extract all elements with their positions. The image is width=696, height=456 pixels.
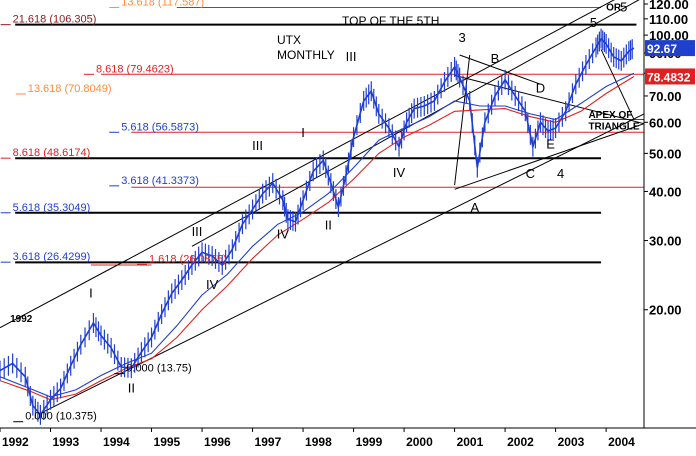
chart-note: 1992: [10, 314, 33, 325]
wave-label: C: [526, 166, 535, 181]
trendline: [0, 0, 615, 329]
x-tick-label: 1996: [204, 435, 231, 449]
y-tick-label: 50.00: [649, 146, 682, 161]
last-average-badge-label: 78.4832: [647, 70, 691, 84]
horizontal-lines-layer: [15, 6, 644, 266]
x-tick-label: 1992: [2, 435, 29, 449]
trendline: [454, 123, 645, 190]
wave-label: III: [252, 138, 263, 153]
trendline: [459, 54, 541, 85]
series-line-average-blue: [0, 72, 635, 398]
y-tick-label: 20.00: [649, 303, 682, 318]
fib-level-label: 5.618 (35.3049): [13, 202, 91, 214]
wave-label: B: [491, 51, 500, 66]
trendline: [40, 113, 645, 414]
chart-note: OR: [606, 3, 622, 14]
x-tick-label: 1993: [53, 435, 80, 449]
wave-label: IV: [277, 226, 290, 241]
wave-label: A: [470, 200, 479, 215]
y-tick-label: 60.00: [649, 115, 682, 130]
series-line-average-red: [0, 76, 635, 401]
y-tick-label: 70.00: [649, 89, 682, 104]
chart-note: APEX OF: [588, 110, 632, 121]
x-tick-label: 1994: [103, 435, 130, 449]
y-tick-label: 30.00: [649, 234, 682, 249]
x-tick-label: 1999: [356, 435, 383, 449]
wave-label: 5: [620, 0, 627, 14]
wave-label: 5: [590, 15, 597, 30]
x-tick-label: 1995: [154, 435, 181, 449]
wave-label: II: [128, 381, 135, 396]
x-tick-label: 2001: [457, 435, 484, 449]
fib-level-label: 3.618 (41.3373): [121, 175, 199, 187]
wave-label: I: [89, 285, 93, 300]
y-tick-label: 40.00: [649, 184, 682, 199]
wave-label: E: [546, 136, 555, 151]
y-tick-label: 100.00: [649, 28, 689, 43]
last-average-badge: [645, 68, 695, 85]
x-tick-label: 2003: [558, 435, 585, 449]
fib-level-label: 13.618 (70.8049): [28, 83, 112, 95]
fib-level-label: 8.618 (79.4623): [96, 63, 174, 75]
fib-level-label: 13.618 (117.587): [121, 0, 204, 8]
chart-headline: TOP OF THE 5TH: [342, 14, 439, 28]
y-tick-label: 110.00: [649, 12, 688, 27]
series-layer: [0, 28, 635, 425]
last-price-badge-label: 92.67: [647, 42, 677, 56]
x-tick-label: 2002: [507, 435, 534, 449]
trendline: [454, 54, 471, 186]
fib-level-label: 1.618 (26.0875): [149, 253, 227, 265]
wave-label: 3: [459, 30, 466, 45]
fib-level-label: 21.618 (106.305): [13, 14, 97, 26]
last-price-badge: [645, 40, 695, 57]
trendline: [600, 49, 635, 120]
trendline: [454, 74, 645, 125]
wave-label: III: [346, 49, 357, 64]
fib-level-label: 0.000 (10.375): [25, 411, 97, 423]
wave-label: IV: [393, 165, 406, 180]
x-tick-label: 2000: [406, 435, 433, 449]
fib-level-label: 5.618 (56.5873): [121, 121, 199, 133]
wave-label: IV: [206, 277, 219, 292]
x-axis-panel: [0, 428, 696, 456]
fib-level-label: 8.618 (48.6174): [13, 147, 91, 159]
fib-level-label: 3.618 (26.4299): [13, 251, 91, 263]
chart-title-line1: UTX: [277, 33, 301, 47]
wave-label: 4: [557, 166, 564, 181]
wave-label: I: [301, 125, 305, 140]
chart-title-line2: MONTHLY: [277, 48, 335, 62]
x-tick-label: 1997: [255, 435, 282, 449]
wave-label: D: [536, 80, 545, 95]
y-tick-label: 120.00: [649, 0, 689, 12]
wave-label: II: [325, 218, 332, 233]
x-tick-label: 1998: [305, 435, 332, 449]
x-tick-label: 2004: [608, 435, 635, 449]
chart-note: TRIANGLE: [588, 122, 639, 133]
fib-labels-layer: 13.618 (117.587) 21.618 (106.305) 8.618 (7…: [0, 0, 227, 423]
wave-label: III: [192, 224, 203, 239]
fib-level-label: 0.000 (13.75): [126, 363, 191, 375]
